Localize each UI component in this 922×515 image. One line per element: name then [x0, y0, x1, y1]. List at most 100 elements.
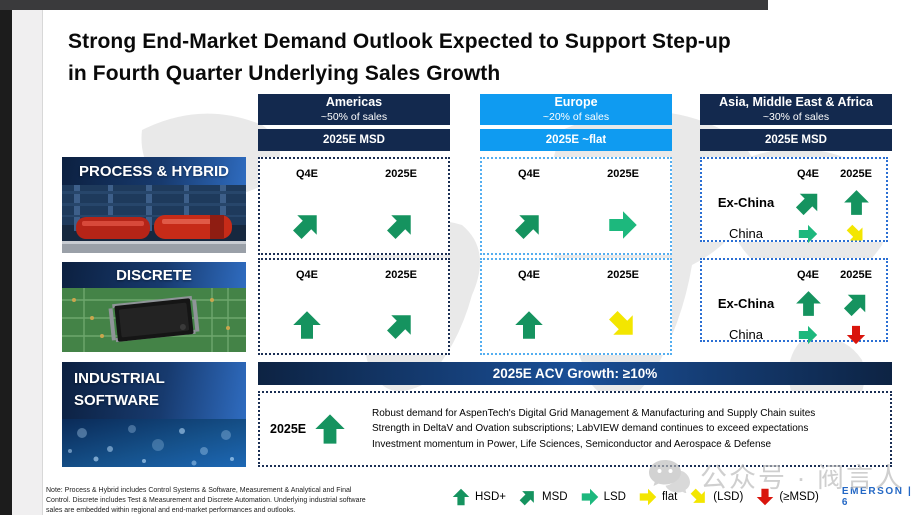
region-name: Americas	[325, 95, 383, 110]
2025e-label: 2025E	[385, 168, 417, 180]
process-hybrid-photo	[62, 185, 246, 253]
ex-china-label: Ex-China	[717, 295, 775, 311]
row-label-line2: SOFTWARE	[74, 391, 159, 409]
2025e-label: 2025E	[385, 269, 417, 281]
slide-title-line1: Strong End-Market Demand Outlook Expecte…	[68, 30, 731, 53]
legend-arrow-lsd-down-icon	[690, 488, 708, 506]
footnote-line: Control. Discrete includes Test & Measur…	[46, 496, 366, 504]
2025e-label: 2025E	[607, 168, 639, 180]
arrow-process-asia-exchina-2025	[843, 189, 870, 216]
wechat-bubbles-icon	[649, 459, 690, 493]
legend-arrow-hsd-icon	[452, 488, 470, 506]
arrow-discrete-asia-exchina-q4	[795, 290, 822, 317]
region-name: Asia, Middle East & Africa	[719, 95, 873, 110]
china-label: China	[729, 226, 763, 241]
arrow-process-asia-exchina-q4	[795, 189, 822, 216]
legend-label: (LSD)	[713, 491, 744, 503]
watermark-text: 公众号 · 阀言人	[700, 463, 904, 493]
arrow-discrete-asia-exchina-2025	[843, 290, 870, 317]
region-header-europe: Europe ~20% of sales	[480, 94, 672, 125]
row-label-line1: INDUSTRIAL	[74, 370, 165, 387]
q4e-label: Q4E	[295, 269, 318, 281]
slide-title: Strong End-Market Demand Outlook Expecte…	[68, 26, 868, 89]
box-discrete-europe: Q4E 2025E	[480, 258, 672, 355]
legend-arrow-flat-icon	[639, 488, 657, 506]
industrial-software-box: 2025E Robust demand for AspenTech's Digi…	[258, 391, 892, 467]
2025e-label: 2025E	[840, 269, 872, 281]
acv-growth-banner: 2025E ACV Growth: ≥10%	[258, 362, 892, 385]
viewer-margin-left	[12, 0, 43, 515]
legend-label: flat	[661, 491, 678, 503]
legend-item-flat: flat	[639, 488, 677, 506]
2025e-label: 2025E	[607, 269, 639, 281]
row-label-industrial-software: INDUSTRIAL SOFTWARE	[62, 362, 246, 419]
arrow-process-asia-china-q4	[798, 224, 818, 244]
industrial-software-photo	[62, 419, 246, 467]
row-label-process-hybrid: PROCESS & HYBRID	[62, 157, 246, 185]
box-process-asia: Q4E 2025E Ex-China China	[700, 157, 888, 244]
arrow-discrete-europe-2025	[608, 310, 638, 340]
arrow-discrete-asia-china-2025	[846, 325, 866, 345]
legend-item-msd-down: (≥MSD)	[756, 488, 819, 506]
footnote: Note: Process & Hybrid includes Control …	[46, 486, 446, 515]
region-header-asia: Asia, Middle East & Africa ~30% of sales	[700, 94, 892, 125]
window-edge-left	[0, 0, 12, 515]
discrete-photo	[62, 288, 246, 352]
box-process-europe: Q4E 2025E	[480, 157, 672, 255]
arrow-discrete-asia-china-q4	[798, 325, 818, 345]
footnote-line: sales are embedded within regional and e…	[46, 506, 296, 514]
arrow-process-asia-china-2025	[846, 224, 866, 244]
row-label-discrete: DISCRETE	[62, 262, 246, 288]
legend: HSD+ MSD LSD flat (LSD) (≥MSD) EMERSON |…	[452, 486, 922, 508]
legend-arrow-msd-icon	[519, 488, 537, 506]
q4e-label: Q4E	[517, 168, 540, 180]
software-period-label: 2025E	[270, 422, 307, 436]
legend-label: MSD	[542, 491, 568, 503]
legend-arrow-msd-down-icon	[756, 488, 774, 506]
region-share: ~20% of sales	[542, 110, 610, 123]
arrow-process-europe-2025	[608, 210, 638, 240]
legend-label: (≥MSD)	[779, 491, 819, 503]
legend-item-lsd: LSD	[581, 488, 626, 506]
slide-title-line2: in Fourth Quarter Underlying Sales Growt…	[68, 61, 501, 85]
q4e-label: Q4E	[796, 168, 819, 180]
legend-label: HSD+	[475, 491, 506, 503]
legend-item-msd: MSD	[519, 488, 568, 506]
legend-arrow-lsd-icon	[581, 488, 599, 506]
region-share: ~50% of sales	[320, 110, 388, 123]
window-edge-top	[0, 0, 768, 10]
footnote-line: Note: Process & Hybrid includes Control …	[46, 487, 352, 494]
arrow-discrete-europe-q4	[514, 310, 544, 340]
region-outlook-asia: 2025E MSD	[700, 129, 892, 151]
legend-item-lsd-down: (LSD)	[690, 488, 743, 506]
software-bullet: Investment momentum in Power, Life Scien…	[372, 438, 772, 450]
arrow-process-europe-q4	[514, 210, 544, 240]
region-header-americas: Americas ~50% of sales	[258, 94, 450, 125]
software-bullet: Strength in DeltaV and Ovation subscript…	[372, 423, 809, 435]
region-name: Europe	[554, 95, 598, 110]
legend-label: LSD	[603, 491, 626, 503]
box-process-americas: Q4E 2025E	[258, 157, 450, 255]
china-label: China	[729, 327, 763, 342]
software-bullets: Robust demand for AspenTech's Digital Gr…	[372, 406, 815, 453]
arrow-process-americas-2025	[386, 210, 416, 240]
arrow-process-americas-q4	[292, 210, 322, 240]
q4e-label: Q4E	[295, 168, 318, 180]
box-discrete-asia: Q4E 2025E Ex-China China	[700, 258, 888, 345]
legend-item-hsd: HSD+	[452, 488, 506, 506]
box-discrete-americas: Q4E 2025E	[258, 258, 450, 355]
region-share: ~30% of sales	[762, 110, 830, 123]
emerson-page-marker: EMERSON | 6	[841, 486, 913, 508]
arrow-software-2025	[314, 413, 346, 445]
region-outlook-europe: 2025E ~flat	[480, 129, 672, 151]
ex-china-label: Ex-China	[717, 194, 775, 210]
q4e-label: Q4E	[517, 269, 540, 281]
software-bullet: Robust demand for AspenTech's Digital Gr…	[372, 407, 816, 419]
2025e-label: 2025E	[840, 168, 872, 180]
arrow-discrete-americas-2025	[386, 310, 416, 340]
arrow-discrete-americas-q4	[292, 310, 322, 340]
region-outlook-americas: 2025E MSD	[258, 129, 450, 151]
q4e-label: Q4E	[796, 269, 819, 281]
wechat-watermark: 公众号 · 阀言人	[648, 456, 904, 495]
